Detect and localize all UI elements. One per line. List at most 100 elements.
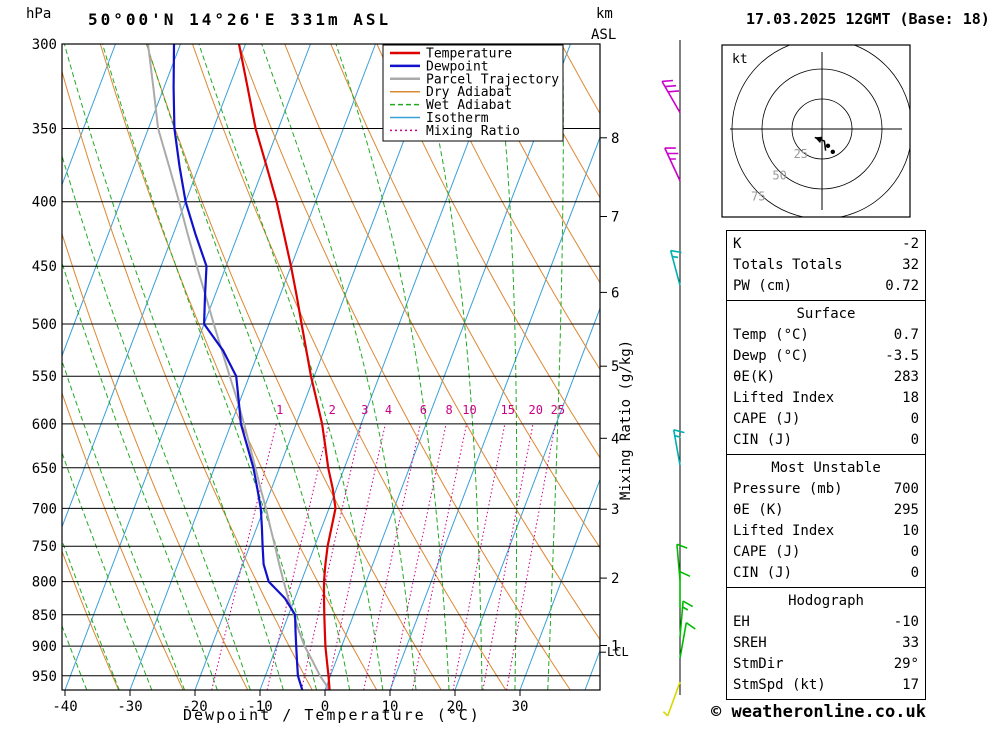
hodograph-axes [730, 52, 902, 210]
wind-barb [679, 622, 696, 659]
stat-value: 295 [893, 502, 919, 518]
stats-row: CIN (J) 0 [733, 563, 919, 584]
svg-text:400: 400 [32, 195, 57, 211]
isotherm-lines [62, 44, 600, 690]
wind-barb [664, 147, 681, 182]
station-title: 50°00'N 14°26'E 331m ASL [88, 10, 392, 29]
stat-value: 0.72 [885, 278, 919, 294]
svg-text:3: 3 [361, 403, 368, 417]
km-axis: 1 2 3 4 5 6 7 8 LCL [600, 131, 629, 659]
stat-label: K [733, 236, 742, 252]
legend-label-dewpoint: Dewpoint [426, 59, 489, 74]
stat-label: Totals Totals [733, 257, 843, 273]
stats-row: PW (cm) 0.72 [733, 276, 919, 297]
svg-text:750: 750 [32, 539, 57, 555]
stats-row: Pressure (mb) 700 [733, 479, 919, 500]
svg-text:-40: -40 [52, 699, 77, 715]
stat-label: StmDir [733, 656, 784, 672]
stat-label: CIN (J) [733, 565, 793, 581]
stat-label: Lifted Index [733, 390, 835, 406]
svg-text:25: 25 [551, 403, 565, 417]
wet-adiabat-lines [62, 44, 564, 690]
stat-label: StmSpd (kt) [733, 677, 826, 693]
svg-text:2: 2 [329, 403, 336, 417]
svg-text:600: 600 [32, 417, 57, 433]
stat-label: θE(K) [733, 369, 776, 385]
stat-label: θE (K) [733, 502, 784, 518]
stats-box-header: Most Unstable [771, 460, 881, 476]
stats-row: Totals Totals 32 [733, 255, 919, 276]
svg-text:950: 950 [32, 669, 57, 685]
stats-row: θE (K) 295 [733, 500, 919, 521]
stat-value: 0 [910, 565, 919, 581]
svg-text:8: 8 [445, 403, 452, 417]
svg-text:2: 2 [611, 571, 619, 587]
stat-value: -2 [902, 236, 919, 252]
stat-label: CAPE (J) [733, 544, 801, 560]
svg-text:10: 10 [462, 403, 476, 417]
svg-text:15: 15 [500, 403, 514, 417]
stats-row: EH -10 [733, 612, 919, 633]
stats-row: StmDir 29° [733, 654, 919, 675]
svg-text:850: 850 [32, 608, 57, 624]
plot-border [61, 43, 601, 691]
stats-row: CAPE (J) 0 [733, 542, 919, 563]
hodograph-ring-labels: 25 50 75 [751, 147, 808, 203]
mixing-ratio-labels: 1 2 3 4 6 8 10 15 20 25 [276, 403, 565, 417]
stats-box-header: Hodograph [788, 593, 864, 609]
x-axis-title: Dewpoint / Temperature (°C) [183, 706, 481, 724]
stats-row: θE(K) 283 [733, 367, 919, 388]
stat-value: 700 [893, 481, 919, 497]
svg-text:20: 20 [528, 403, 542, 417]
stat-value: 0 [910, 411, 919, 427]
stats-box-most-unstable: Most Unstable Pressure (mb) 700 θE (K) 295 Li… [726, 454, 926, 588]
legend-label-parcel: Parcel Trajectory [426, 72, 559, 87]
svg-text:3: 3 [611, 502, 619, 518]
svg-text:4: 4 [611, 431, 619, 447]
stats-row: SREH 33 [733, 633, 919, 654]
stat-label: SREH [733, 635, 767, 651]
svg-text:5: 5 [611, 359, 619, 375]
stat-value: -3.5 [885, 348, 919, 364]
svg-text:1: 1 [611, 639, 619, 655]
svg-text:-10: -10 [247, 699, 272, 715]
stat-value: 29° [893, 656, 919, 672]
datetime-title: 17.03.2025 12GMT (Base: 18) [746, 10, 990, 28]
svg-text:50: 50 [772, 168, 786, 182]
hodograph-storm-dot [830, 149, 835, 154]
stat-label: Lifted Index [733, 523, 835, 539]
hodograph-unit-label: kt [732, 52, 748, 67]
hodograph-trace-arrow [814, 136, 823, 144]
stat-label: CAPE (J) [733, 411, 801, 427]
svg-text:650: 650 [32, 461, 57, 477]
stats-box-header: Surface [796, 306, 856, 322]
stat-value: 283 [893, 369, 919, 385]
stats-row: CAPE (J) 0 [733, 409, 919, 430]
wind-barb [669, 249, 682, 286]
svg-text:500: 500 [32, 317, 57, 333]
svg-text:8: 8 [611, 131, 619, 147]
svg-text:6: 6 [611, 285, 619, 301]
svg-text:0: 0 [321, 699, 329, 715]
stats-row: StmSpd (kt) 17 [733, 675, 919, 696]
svg-text:6: 6 [420, 403, 427, 417]
stat-label: EH [733, 614, 750, 630]
svg-text:450: 450 [32, 259, 57, 275]
stat-value: 17 [902, 677, 919, 693]
svg-text:20: 20 [447, 699, 464, 715]
asl-axis-unit: ASL [591, 27, 617, 43]
stats-row: Lifted Index 10 [733, 521, 919, 542]
lcl-label: LCL [607, 645, 629, 659]
legend-label-wet_adiabat: Wet Adiabat [426, 98, 512, 113]
stat-label: CIN (J) [733, 432, 793, 448]
legend-label-temperature: Temperature [426, 47, 512, 62]
pressure-tick-labels: 300 350 400 450 500 550 600 650 700 750 800 850 900 9… [32, 37, 57, 685]
stat-value: 0.7 [893, 327, 919, 343]
stat-value: -10 [893, 614, 919, 630]
legend-label-isotherm: Isotherm [426, 111, 489, 126]
stats-row: Lifted Index 18 [733, 388, 919, 409]
dewpoint-profile [172, 44, 304, 690]
stat-value: 33 [902, 635, 919, 651]
